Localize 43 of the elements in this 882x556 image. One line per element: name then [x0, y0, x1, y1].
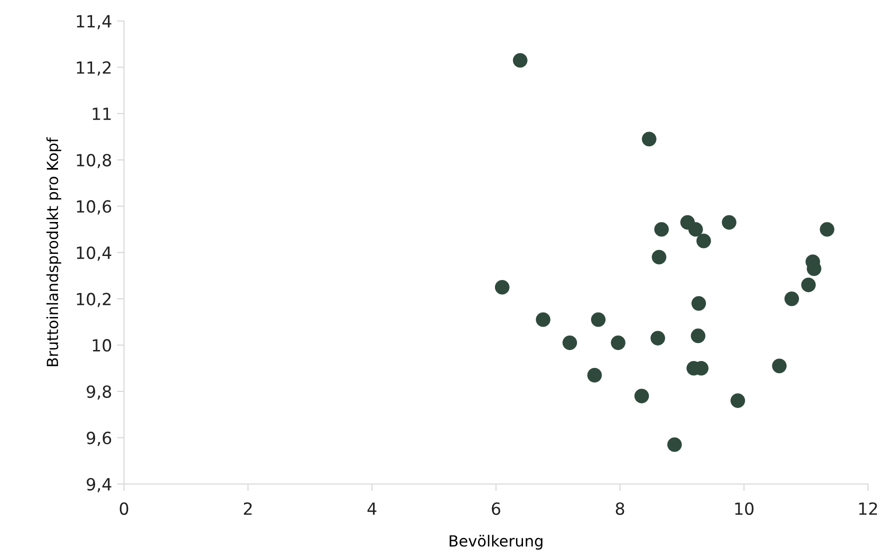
- y-tick-label: 11: [92, 108, 111, 120]
- x-tick-label: 6: [492, 502, 500, 515]
- y-tick-label: 10,6: [76, 200, 112, 214]
- point: [634, 388, 649, 404]
- point: [652, 250, 666, 264]
- point: [696, 234, 711, 248]
- x-tick-label: 4: [368, 502, 376, 515]
- x-tick-label: 0: [120, 502, 128, 515]
- point: [722, 215, 736, 230]
- point: [591, 312, 606, 327]
- y-tick-label: 10: [92, 339, 112, 352]
- point: [642, 132, 656, 146]
- point: [654, 222, 669, 237]
- point: [691, 296, 706, 311]
- point: [801, 278, 816, 292]
- x-tick-label: 12: [859, 502, 877, 515]
- point: [784, 292, 800, 306]
- point: [494, 280, 510, 295]
- point: [820, 222, 834, 237]
- point: [667, 437, 682, 452]
- y-tick-label: 10,8: [76, 154, 112, 168]
- point: [610, 336, 626, 350]
- point: [536, 312, 550, 327]
- y-tick-label: 11,4: [76, 15, 112, 30]
- y-tick-label: 9,8: [86, 385, 112, 400]
- y-tick-label: 9,6: [86, 432, 112, 446]
- point: [688, 222, 703, 237]
- point: [690, 328, 706, 344]
- point: [512, 53, 528, 68]
- x-tick-label: 10: [735, 502, 754, 515]
- x-axis-title: Bevölkerung: [450, 534, 542, 550]
- y-tick-label: 11,2: [76, 61, 111, 76]
- point: [587, 368, 602, 382]
- point: [562, 336, 578, 350]
- point: [730, 393, 746, 408]
- point: [772, 358, 787, 374]
- x-tick-label: 8: [616, 502, 624, 515]
- y-tick-label: 10,2: [76, 292, 111, 308]
- y-axis-title: Bruttoinlandsprodukt pro Kopf: [46, 137, 62, 366]
- x-tick-label: 2: [244, 502, 252, 515]
- y-tick-label: 10,4: [76, 246, 112, 261]
- y-tick-label: 9,4: [86, 478, 112, 492]
- point: [650, 330, 666, 346]
